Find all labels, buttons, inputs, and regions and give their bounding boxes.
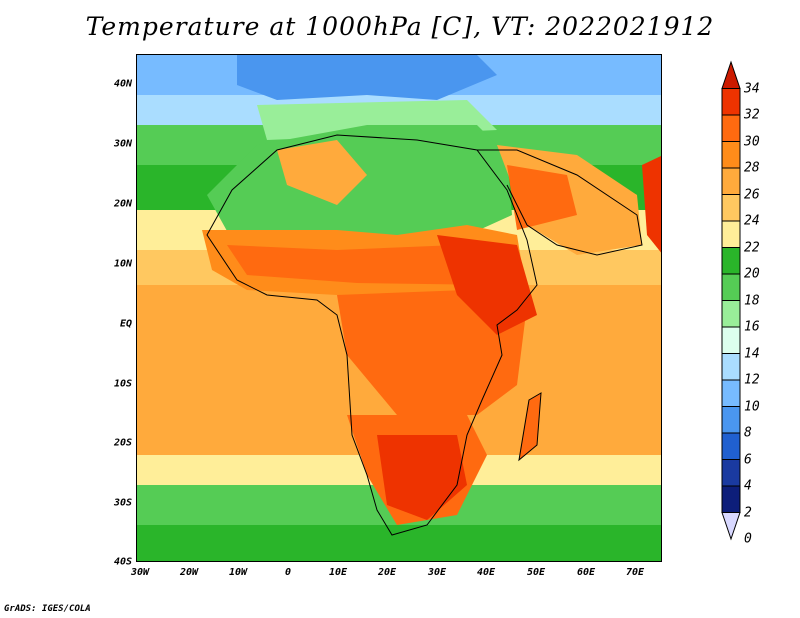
colorbar-segment <box>721 485 741 513</box>
temperature-field <box>137 55 661 561</box>
lat-label-10n: 10N <box>113 258 132 270</box>
colorbar-tick-label: 10 <box>744 399 760 414</box>
colorbar-tick-label: 12 <box>744 372 760 388</box>
colorbar-tick-label: 6 <box>744 452 752 467</box>
colorbar-tick-label: 18 <box>744 293 760 308</box>
colorbar-segment <box>721 406 741 434</box>
colorbar-segment <box>721 300 741 328</box>
colorbar-tick-label: 4 <box>744 478 752 494</box>
colorbar-tick-label: 16 <box>744 319 760 335</box>
colorbar-segment <box>721 167 741 195</box>
colorbar-segment <box>721 88 741 116</box>
colorbar-segment <box>721 114 741 142</box>
lat-label-40s: 40S <box>113 556 132 568</box>
lat-label-20n: 20N <box>113 198 132 210</box>
colorbar-segment <box>721 326 741 354</box>
lat-label-30n: 30N <box>113 138 132 150</box>
colorbar-tick-label: 34 <box>744 81 760 96</box>
lon-label-30w: 30W <box>130 567 150 578</box>
colorbar-segment <box>721 194 741 222</box>
colorbar-segment <box>721 379 741 407</box>
lon-label-30e: 30E <box>427 567 447 578</box>
colorbar-segment <box>721 141 741 169</box>
colorbar-tick-label: 28 <box>744 160 760 176</box>
lat-label-40n: 40N <box>113 78 132 90</box>
colorbar-segment <box>721 512 741 541</box>
colorbar-tick-label: 22 <box>744 240 760 255</box>
colorbar-tick-label: 32 <box>744 107 760 123</box>
lon-label-70e: 70E <box>625 567 645 578</box>
lon-label-60e: 60E <box>576 567 596 578</box>
colorbar-tick-label: 24 <box>744 213 760 229</box>
lat-label-20s: 20S <box>113 437 132 449</box>
colorbar-segment <box>721 247 741 275</box>
colorbar-segment <box>721 60 741 89</box>
colorbar-segment <box>721 273 741 301</box>
lon-label-50e: 50E <box>526 567 546 578</box>
credit-text: GrADS: IGES/COLA <box>4 604 91 614</box>
lon-label-10e: 10E <box>328 567 348 578</box>
lat-label-10s: 10S <box>113 378 132 390</box>
colorbar <box>721 60 741 541</box>
lon-label-20w: 20W <box>179 567 199 578</box>
lat-label-eq: EQ <box>119 318 132 330</box>
colorbar-tick-label: 8 <box>744 425 752 441</box>
colorbar-tick-label: 0 <box>744 531 752 547</box>
colorbar-tick-label: 14 <box>744 346 760 361</box>
lon-label-0: 0 <box>284 567 292 578</box>
colorbar-tick-label: 26 <box>744 187 760 202</box>
colorbar-segment <box>721 353 741 381</box>
lat-label-30s: 30S <box>113 497 132 509</box>
colorbar-segment <box>721 459 741 487</box>
colorbar-tick-label: 20 <box>744 266 760 282</box>
colorbar-segment <box>721 220 741 248</box>
lon-label-20e: 20E <box>377 567 397 578</box>
colorbar-segment <box>721 432 741 460</box>
temperature-map <box>136 54 662 562</box>
colorbar-tick-label: 2 <box>744 505 752 520</box>
lon-label-10w: 10W <box>228 567 248 578</box>
colorbar-tick-label: 30 <box>744 134 760 149</box>
chart-title: Temperature at 1000hPa [C], VT: 20220219… <box>85 12 715 41</box>
lon-label-40e: 40E <box>476 567 496 578</box>
